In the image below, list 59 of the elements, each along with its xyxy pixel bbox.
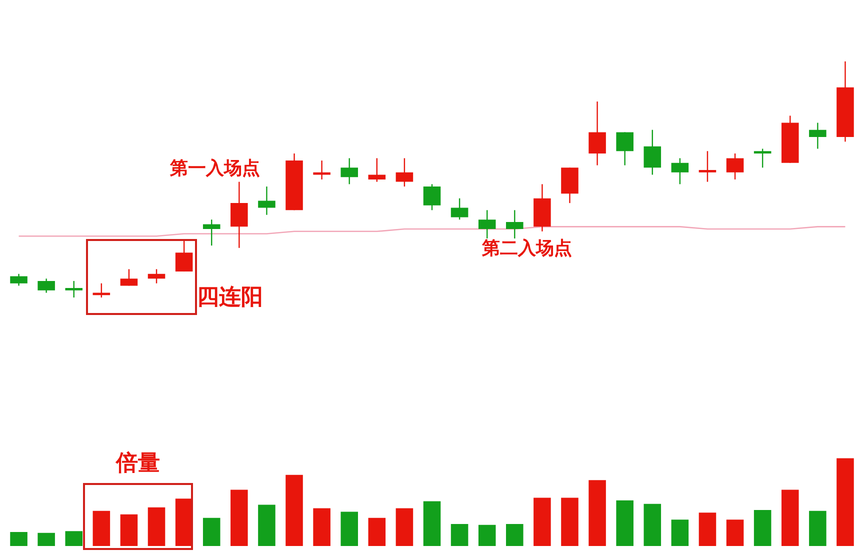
bar: [671, 520, 689, 546]
bar: [781, 490, 799, 546]
candlestick: [38, 278, 55, 294]
bar: [809, 510, 826, 546]
bar: [423, 501, 441, 546]
bar: [286, 474, 303, 546]
bar: [175, 498, 193, 546]
bar: [534, 498, 551, 546]
candlestick: [10, 273, 28, 286]
candlestick: [396, 158, 414, 188]
bar: [92, 510, 110, 546]
candlestick: [671, 158, 689, 185]
bar: [588, 480, 606, 546]
candlestick: [202, 218, 220, 246]
bar: [754, 510, 772, 546]
bar: [65, 531, 83, 546]
bar: [616, 500, 634, 546]
candlestick: [506, 210, 524, 240]
bar: [230, 490, 248, 546]
bar: [120, 514, 138, 546]
bar: [644, 504, 662, 546]
candlestick: [726, 152, 744, 180]
bar: [561, 498, 578, 546]
candlestick: [423, 184, 441, 211]
bar: [313, 508, 330, 546]
candlestick: [698, 150, 716, 182]
candlestick: [65, 280, 83, 298]
candlestick: [258, 186, 276, 216]
candlestick: [120, 268, 138, 286]
candlestick: [754, 148, 772, 168]
bar: [726, 520, 744, 546]
candlestick: [340, 158, 358, 185]
bar: [836, 458, 854, 546]
bar: [38, 532, 55, 546]
candlestick: [644, 129, 662, 176]
candlestick: [175, 240, 193, 272]
bar: [340, 512, 358, 546]
candlestick: [148, 268, 166, 284]
bar: [10, 532, 28, 546]
bar: [202, 518, 220, 546]
annotation: 第一入场点: [170, 157, 260, 180]
candlestick: [616, 132, 634, 166]
bar: [396, 508, 414, 546]
candlestick: [368, 158, 386, 182]
bar: [450, 524, 468, 546]
annotation: 第二入场点: [482, 237, 572, 260]
bar: [148, 507, 166, 546]
candlestick: [230, 181, 248, 249]
candlestick: [588, 100, 606, 166]
candlestick: [809, 122, 826, 150]
annotation: 倍量: [116, 450, 160, 478]
candlestick: [450, 198, 468, 220]
bar: [478, 524, 496, 546]
bar: [368, 518, 386, 546]
candlestick: [478, 210, 496, 240]
bar: [258, 504, 276, 546]
annotation: 四连阳: [197, 284, 263, 312]
bar: [506, 524, 524, 546]
bar: [698, 512, 716, 546]
